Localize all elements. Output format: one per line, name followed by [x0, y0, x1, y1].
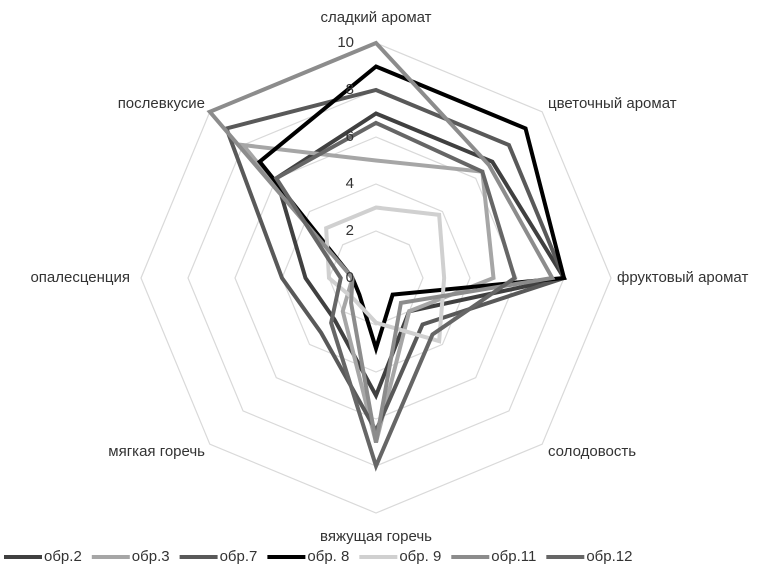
axis-label: послевкусие	[118, 95, 205, 112]
legend-label: обр. 9	[399, 548, 441, 565]
grid-line	[140, 42, 612, 514]
axis-label: мягкая горечь	[108, 443, 205, 460]
series-line	[273, 111, 568, 401]
series-line	[273, 120, 517, 472]
y-tick-label: 4	[346, 175, 354, 192]
y-tick-label: 10	[337, 34, 354, 51]
series-line	[223, 87, 567, 436]
axis-label: фруктовый аромат	[617, 269, 748, 286]
y-tick-label: 0	[346, 269, 354, 286]
axis-label: цветочный аромат	[548, 95, 677, 112]
legend-label: обр.12	[586, 548, 632, 565]
grid-line	[234, 136, 518, 420]
series-line	[324, 205, 447, 344]
legend-label: обр.2	[44, 548, 82, 565]
y-tick-label: 8	[346, 81, 354, 98]
axis-label: вяжущая горечь	[320, 528, 432, 545]
axis-label: сладкий аромат	[320, 9, 431, 26]
grid-line	[328, 230, 424, 326]
legend-label: обр.3	[132, 548, 170, 565]
axis-label: солодовость	[548, 443, 636, 460]
legend-label: обр. 8	[307, 548, 349, 565]
legend-label: обр.11	[491, 548, 536, 565]
y-tick-label: 2	[346, 222, 354, 239]
series-line	[206, 40, 556, 443]
legend-label: обр.7	[220, 548, 258, 565]
grid-line	[281, 183, 471, 373]
y-tick-label: 6	[346, 128, 354, 145]
axis-label: опалесценция	[30, 269, 130, 286]
